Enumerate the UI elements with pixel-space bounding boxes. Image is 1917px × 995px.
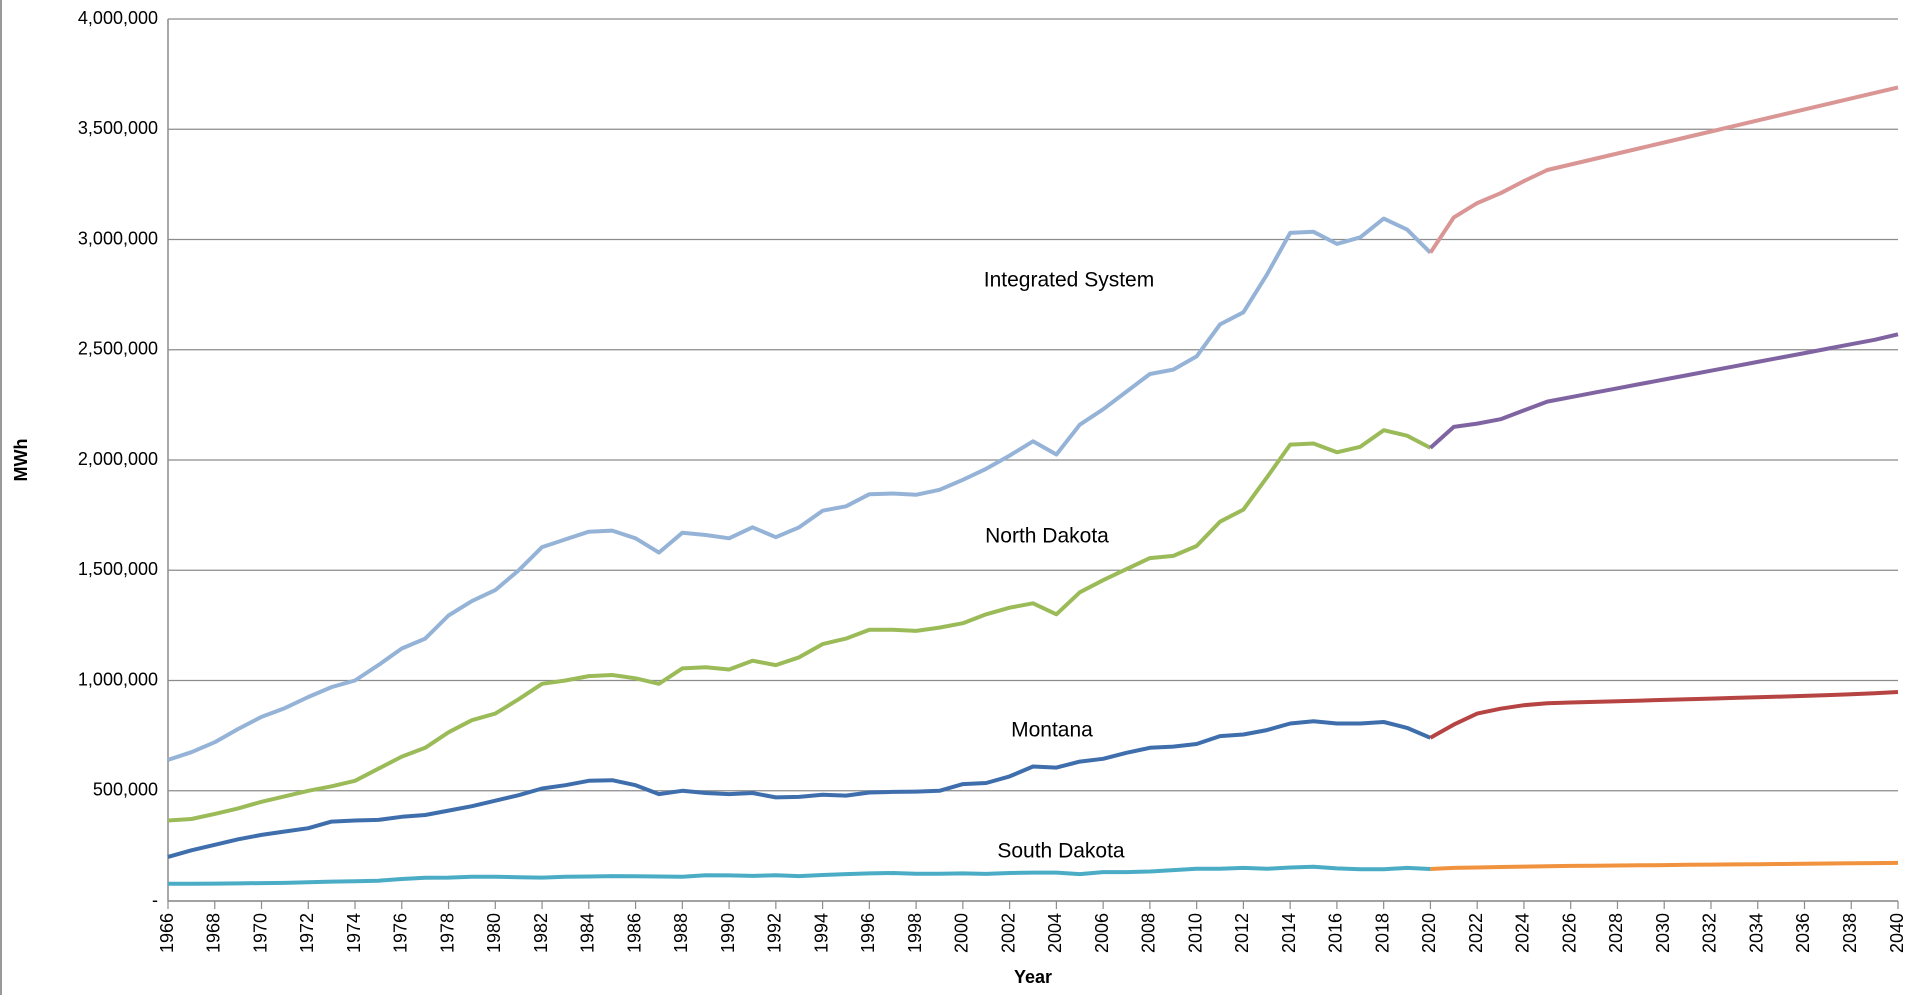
x-tick-label: 2002 (998, 913, 1018, 953)
series-line (1429, 690, 1899, 740)
x-tick-label: 1988 (671, 913, 691, 953)
series-line (1429, 332, 1899, 450)
x-tick-label: 2020 (1419, 913, 1439, 953)
x-tick-label: 1972 (297, 913, 317, 953)
y-tick-label: - (152, 890, 158, 910)
x-tick-label: 2014 (1279, 913, 1299, 953)
x-tick-label: 1984 (578, 913, 598, 953)
x-tick-label: 2040 (1887, 913, 1907, 953)
series-line (167, 216, 1432, 762)
x-tick-label: 2010 (1185, 913, 1205, 953)
x-tick-label: 2004 (1045, 913, 1065, 953)
x-tick-label: 1990 (718, 913, 738, 953)
x-tick-label: 1996 (858, 913, 878, 953)
x-tick-label: 2024 (1513, 913, 1533, 953)
x-tick-label: 2036 (1793, 913, 1813, 953)
y-tick-label: 3,000,000 (78, 228, 158, 248)
x-tick-label: 1998 (905, 913, 925, 953)
x-axis-label: Year (1014, 967, 1052, 987)
x-tick-label: 2022 (1466, 913, 1486, 953)
x-tick-label: 1966 (157, 913, 177, 953)
y-tick-label: 4,000,000 (78, 8, 158, 28)
x-tick-label: 1982 (531, 913, 551, 953)
y-tick-label: 2,000,000 (78, 449, 158, 469)
y-axis-label: MWh (11, 439, 31, 482)
x-tick-label: 2018 (1372, 913, 1392, 953)
y-tick-label: 1,500,000 (78, 559, 158, 579)
series-label: South Dakota (997, 840, 1125, 863)
series-label: Montana (1011, 719, 1093, 742)
y-tick-label: 500,000 (93, 780, 158, 800)
series-label: Integrated System (984, 269, 1154, 292)
x-tick-label: 2030 (1653, 913, 1673, 953)
series-label: North Dakota (985, 525, 1109, 548)
series-line (167, 428, 1432, 823)
x-tick-label: 2012 (1232, 913, 1252, 953)
x-tick-label: 1994 (811, 913, 831, 953)
y-tick-label: 1,000,000 (78, 669, 158, 689)
x-tick-label: 2016 (1326, 913, 1346, 953)
x-tick-label: 1992 (765, 913, 785, 953)
x-tick-label: 2038 (1840, 913, 1860, 953)
x-tick-label: 2006 (1092, 913, 1112, 953)
x-tick-label: 1976 (391, 913, 411, 953)
x-tick-label: 1980 (484, 913, 504, 953)
x-tick-label: 2000 (952, 913, 972, 953)
series-line (1430, 860, 1899, 871)
y-tick-label: 2,500,000 (78, 339, 158, 359)
series-line (168, 864, 1431, 886)
x-tick-label: 2026 (1559, 913, 1579, 953)
x-tick-label: 1978 (437, 913, 457, 953)
x-tick-label: 1970 (250, 913, 270, 953)
x-tick-label: 2008 (1139, 913, 1159, 953)
x-tick-label: 2034 (1746, 913, 1766, 953)
x-tick-label: 1974 (344, 913, 364, 953)
y-tick-label: 3,500,000 (78, 118, 158, 138)
x-tick-label: 1986 (624, 913, 644, 953)
series-line (167, 719, 1432, 859)
series-line (1428, 85, 1899, 254)
x-tick-label: 2032 (1700, 913, 1720, 953)
x-tick-label: 2028 (1606, 913, 1626, 953)
x-tick-label: 1968 (204, 913, 224, 953)
